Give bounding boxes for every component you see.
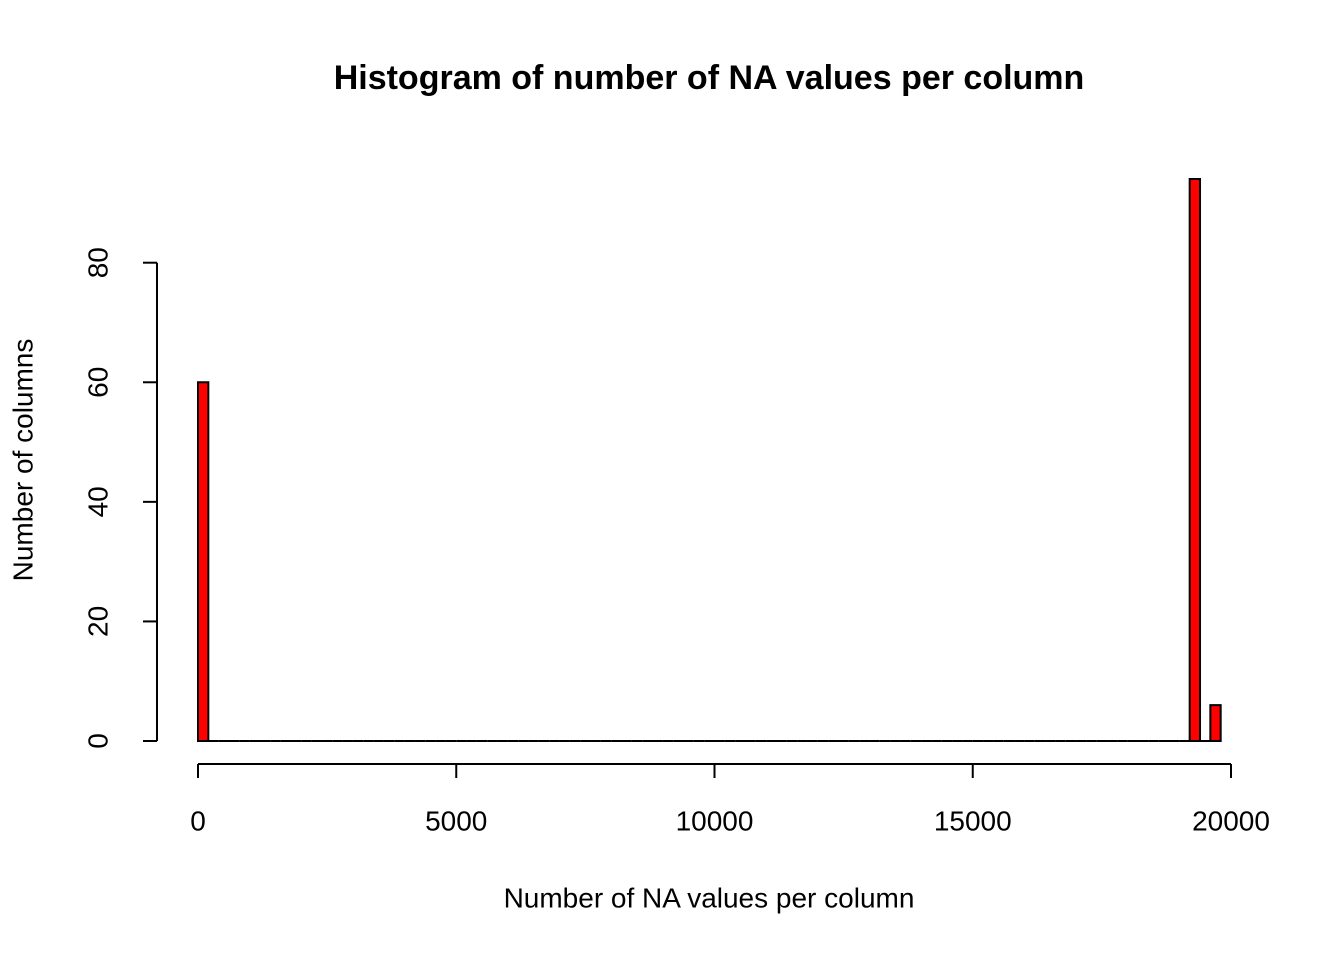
y-tick-label: 40 — [82, 486, 113, 517]
bar — [197, 381, 210, 742]
x-axis-label: Number of NA values per column — [504, 882, 915, 913]
y-tick-label: 0 — [82, 733, 113, 749]
y-tick-label: 20 — [82, 606, 113, 637]
bar — [1209, 704, 1222, 742]
y-tick-label: 60 — [82, 367, 113, 398]
bar — [1188, 178, 1202, 742]
y-axis-label: Number of columns — [7, 339, 38, 582]
x-tick-label: 5000 — [425, 805, 487, 836]
chart-title: Histogram of number of NA values per col… — [334, 59, 1085, 97]
x-tick-label: 10000 — [676, 805, 754, 836]
x-tick-label: 20000 — [1192, 805, 1270, 836]
x-tick-label: 15000 — [934, 805, 1012, 836]
y-tick-label: 80 — [82, 247, 113, 278]
x-tick-label: 0 — [190, 805, 206, 836]
